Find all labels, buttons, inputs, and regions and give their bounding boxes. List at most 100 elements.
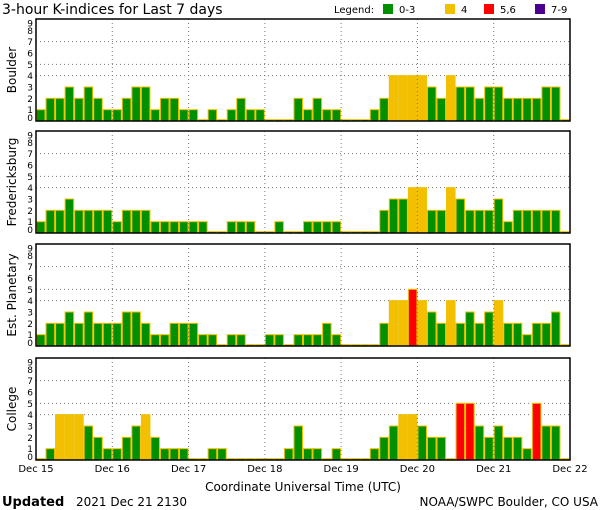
k-bar	[446, 187, 456, 234]
panel-label: Boulder	[5, 47, 19, 94]
k-bar	[512, 209, 523, 234]
k-bar	[112, 448, 122, 461]
k-bar	[465, 402, 475, 461]
k-bar	[426, 311, 437, 347]
k-bar	[465, 86, 475, 122]
panel-frame	[35, 130, 571, 234]
k-bar	[369, 448, 380, 461]
k-bar	[169, 322, 180, 347]
k-bar	[484, 436, 494, 461]
k-bar	[531, 322, 542, 347]
k-bar	[312, 334, 323, 347]
k-bar	[226, 221, 237, 234]
k-bar	[264, 334, 275, 347]
k-bar	[179, 109, 189, 122]
k-bar	[274, 221, 284, 234]
y-tick-label: 6	[27, 389, 33, 399]
y-tick-label: 9	[27, 132, 33, 142]
k-bar	[236, 221, 246, 234]
panel-frame	[35, 357, 571, 461]
k-bar	[426, 436, 437, 461]
k-bar	[312, 448, 323, 461]
k-bar	[150, 436, 160, 461]
y-tick-label: 5	[27, 286, 33, 296]
y-tick-label: 9	[27, 20, 33, 30]
y-tick-label: 9	[27, 359, 33, 369]
k-bar	[541, 86, 551, 122]
k-bar	[83, 86, 94, 122]
k-bar	[312, 97, 323, 122]
y-tick-label: 4	[27, 72, 33, 82]
k-bar	[93, 209, 103, 234]
k-bar	[331, 221, 342, 234]
k-bar	[198, 334, 208, 347]
legend-swatch	[535, 4, 545, 14]
y-tick-label: 0	[27, 114, 33, 124]
k-bar	[531, 402, 542, 461]
k-bar	[150, 334, 160, 347]
k-bar	[188, 109, 199, 122]
k-bar	[541, 425, 551, 461]
y-tick-label: 2	[27, 320, 33, 330]
k-bar	[55, 414, 65, 461]
k-bar	[179, 221, 189, 234]
k-bar	[140, 209, 151, 234]
legend: Legend: 0-3 4 5,6 7-9	[334, 4, 567, 16]
y-tick-label: 8	[27, 366, 33, 376]
k-bar	[45, 97, 56, 122]
k-bar	[474, 97, 485, 122]
y-tick-label: 6	[27, 275, 33, 285]
y-tick-label: 4	[27, 184, 33, 194]
k-bar	[531, 209, 542, 234]
k-bar	[303, 448, 313, 461]
k-bar	[322, 322, 332, 347]
k-bar	[398, 414, 408, 461]
k-bar	[140, 414, 151, 461]
source-text: NOAA/SWPC Boulder, CO USA	[420, 495, 599, 509]
panel-label: Est. Planetary	[5, 253, 19, 336]
k-bar	[388, 198, 399, 234]
k-bar	[407, 288, 418, 347]
panel-frame	[35, 18, 571, 122]
k-bar	[379, 97, 389, 122]
k-bar	[484, 209, 494, 234]
k-bar	[550, 425, 561, 461]
k-bar	[465, 311, 475, 347]
k-bar	[541, 209, 551, 234]
k-bar	[64, 198, 75, 234]
k-bar	[303, 334, 313, 347]
k-bar	[102, 448, 113, 461]
y-tick-label: 4	[27, 297, 33, 307]
k-bar	[226, 334, 237, 347]
k-bar	[426, 86, 437, 122]
k-bar	[121, 436, 132, 461]
k-bar	[550, 209, 561, 234]
y-tick-label: 0	[27, 339, 33, 349]
k-bar	[159, 221, 170, 234]
k-bar	[274, 334, 284, 347]
y-tick-label: 2	[27, 95, 33, 105]
k-bar	[522, 448, 532, 461]
k-bar	[407, 75, 418, 122]
k-bar	[198, 221, 208, 234]
legend-label: 7-9	[551, 5, 567, 16]
x-axis-label: Coordinate Universal Time (UTC)	[205, 480, 401, 494]
k-bar	[512, 97, 523, 122]
k-bar	[379, 436, 389, 461]
k-bar	[398, 198, 408, 234]
k-bar	[45, 322, 56, 347]
k-bar	[179, 448, 189, 461]
k-bar	[531, 97, 542, 122]
k-bar	[36, 221, 46, 234]
y-tick-label: 4	[27, 411, 33, 421]
y-tick-label: 2	[27, 434, 33, 444]
k-bar	[112, 322, 122, 347]
y-tick-label: 7	[27, 38, 33, 48]
k-bar	[322, 109, 332, 122]
updated-value: 2021 Dec 21 2130	[76, 495, 187, 509]
k-bar	[474, 209, 485, 234]
k-bar	[55, 97, 65, 122]
